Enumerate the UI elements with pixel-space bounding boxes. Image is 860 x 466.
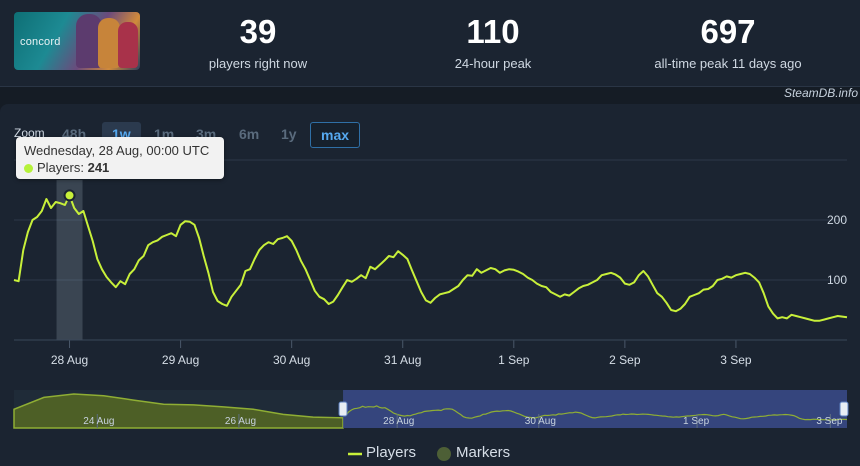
x-tick-label: 30 Aug	[273, 353, 310, 367]
steamdb-credit[interactable]: SteamDB.info	[783, 86, 858, 100]
navigator-handle[interactable]	[338, 401, 348, 417]
players-line	[13, 194, 848, 322]
tooltip-date: Wednesday, 28 Aug, 00:00 UTC	[24, 143, 210, 158]
series-dot-icon	[24, 164, 33, 173]
zoom-1y-button[interactable]: 1y	[281, 126, 297, 142]
tooltip-value-row: Players: 241	[24, 160, 109, 175]
navigator-handle[interactable]	[839, 401, 849, 417]
game-logo-text: concord	[20, 36, 61, 48]
stat-label: all-time peak 11 days ago	[654, 56, 802, 71]
stat-value: 110	[466, 13, 520, 50]
tooltip-value: 241	[87, 160, 110, 175]
x-axis-ticks: 28 Aug 29 Aug 30 Aug 31 Aug 1 Sep 2 Sep 3 Sep	[14, 339, 847, 367]
x-tick-label: 3 Sep	[720, 353, 752, 367]
y-tick-label: 200	[827, 213, 847, 227]
legend-markers[interactable]: Markers	[456, 444, 511, 461]
navigator-tick-label: 28 Aug	[383, 416, 414, 427]
navigator: 24 Aug 26 Aug 28 Aug 30 Aug 1 Sep 3 Sep	[13, 390, 849, 429]
y-tick-label: 100	[827, 273, 847, 287]
thumbnail-figure	[76, 14, 102, 68]
zoom-max-button[interactable]: max	[310, 122, 361, 148]
hover-band	[56, 180, 83, 340]
navigator-tick-label: 1 Sep	[683, 416, 710, 427]
stats-header: concord 39 players right now 110 24-hour…	[0, 0, 860, 87]
stat-value: 697	[700, 13, 756, 50]
players-series	[13, 189, 848, 322]
thumbnail-figure	[118, 22, 138, 68]
x-tick-label: 31 Aug	[384, 353, 421, 367]
legend-players[interactable]: Players	[366, 444, 417, 461]
x-tick-label: 29 Aug	[162, 353, 199, 367]
thumbnail-figure	[98, 18, 120, 68]
stat-24h-peak: 110 24-hour peak	[393, 12, 593, 71]
tooltip-series-label: Players:	[37, 160, 84, 175]
navigator-tick-label: 30 Aug	[525, 416, 556, 427]
chart-grid	[14, 159, 847, 341]
y-axis-ticks: 100 200	[827, 213, 847, 287]
navigator-selection	[343, 390, 847, 428]
stat-value: 39	[239, 13, 277, 50]
stat-alltime-peak: 697 all-time peak 11 days ago	[628, 12, 828, 71]
chart-legend	[348, 447, 451, 461]
game-thumbnail[interactable]: concord	[14, 12, 140, 70]
zoom-6m-button[interactable]: 6m	[239, 126, 260, 142]
stat-label: players right now	[208, 56, 308, 71]
chart-tooltip: Wednesday, 28 Aug, 00:00 UTC Players: 24…	[16, 137, 224, 179]
stat-label: 24-hour peak	[454, 56, 532, 71]
zoom-label: Zoom	[14, 126, 45, 140]
x-tick-label: 28 Aug	[51, 353, 88, 367]
legend-markers-circle-icon	[437, 447, 451, 461]
navigator-mini-line	[342, 405, 848, 421]
navigator-tick-label: 26 Aug	[225, 416, 256, 427]
x-tick-label: 2 Sep	[609, 353, 641, 367]
stat-current-players: 39 players right now	[158, 12, 358, 71]
highlight-point	[63, 189, 76, 202]
x-tick-label: 1 Sep	[498, 353, 530, 367]
navigator-history-area	[13, 393, 344, 429]
navigator-tick-label: 24 Aug	[83, 416, 114, 427]
navigator-tick-label: 3 Sep	[816, 416, 843, 427]
